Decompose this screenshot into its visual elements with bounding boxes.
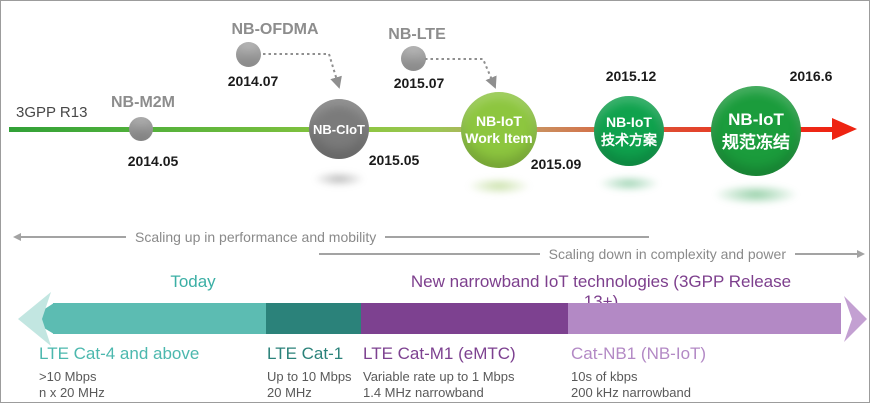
milestone-node-nb-ciot: NB-CIoT [309, 99, 369, 159]
segment-title: LTE Cat-1 [267, 344, 344, 363]
milestone-node-label: 技术方案 [601, 132, 657, 148]
milestone-node-label: NB-IoT [606, 114, 652, 130]
band-segment-lte-catm1 [361, 303, 568, 334]
timeline-line [9, 127, 832, 132]
milestone-date: 2015.09 [530, 156, 582, 172]
milestone-node-label: Work Item [465, 130, 533, 146]
band-left-tip [29, 303, 54, 334]
band-right-chevron-icon [844, 296, 867, 342]
milestone-node-label: NB-IoT [476, 113, 522, 129]
proposal-date: 2014.07 [227, 73, 279, 89]
segment-spec: 20 MHz [267, 385, 312, 400]
milestone-node-label: NB-IoT [728, 110, 784, 129]
milestone-node-label: 规范冻结 [722, 133, 790, 152]
reflection [598, 175, 660, 192]
band-left-chevron-icon [18, 292, 51, 346]
segment-label-cat-nb1: Cat-NB1 (NB-IoT) 10s of kbps 200 kHz nar… [571, 344, 706, 401]
segment-label-lte-catm1: LTE Cat-M1 (eMTC) Variable rate up to 1 … [363, 344, 516, 401]
milestone-label-nb-m2m: NB-M2M [111, 94, 175, 111]
milestone-date: 2015.05 [368, 152, 420, 168]
segment-spec: >10 Mbps [39, 369, 97, 384]
arrow-right-icon [857, 250, 865, 258]
today-heading: Today [170, 272, 216, 291]
milestone-date: 2014.05 [127, 153, 179, 169]
segment-label-lte-cat1: LTE Cat-1 Up to 10 Mbps 20 MHz [267, 344, 352, 401]
milestone-node-nb-iot-work-item: NB-IoT Work Item [461, 92, 537, 168]
scaling-down-arrow: Scaling down in complexity and power [319, 246, 865, 262]
milestone-date: 2016.6 [789, 68, 833, 84]
segment-title: LTE Cat-M1 (eMTC) [363, 344, 516, 363]
scaling-down-label: Scaling down in complexity and power [548, 246, 786, 262]
scaling-up-arrow: Scaling up in performance and mobility [13, 229, 649, 245]
milestone-node-nb-iot-spec-freeze: NB-IoT 规范冻结 [711, 86, 801, 176]
reflection [713, 184, 799, 205]
track-label: 3GPP R13 [16, 104, 88, 121]
timeline-red-arrow-icon [832, 118, 857, 140]
segment-spec: 1.4 MHz narrowband [363, 385, 484, 400]
line [319, 253, 540, 255]
segment-label-lte-cat4: LTE Cat-4 and above >10 Mbps n x 20 MHz [39, 344, 199, 401]
milestone-node-nb-iot-tech-solution: NB-IoT 技术方案 [594, 96, 664, 166]
proposal-label-nb-ofdma: NB-OFDMA [231, 21, 319, 38]
segment-spec: Up to 10 Mbps [267, 369, 352, 384]
line [795, 253, 857, 255]
arrow-left-icon [13, 233, 21, 241]
segment-spec: 10s of kbps [571, 369, 638, 384]
reflection [313, 171, 365, 187]
proposal-date: 2015.07 [393, 75, 445, 91]
proposal-node-nb-lte [401, 46, 426, 71]
segment-title: LTE Cat-4 and above [39, 344, 200, 363]
segment-spec: n x 20 MHz [39, 385, 105, 400]
segment-spec: 200 kHz narrowband [571, 385, 691, 400]
line [21, 236, 126, 238]
proposal-node-nb-ofdma [236, 42, 261, 67]
line [385, 236, 649, 238]
scaling-up-label: Scaling up in performance and mobility [135, 229, 377, 245]
segment-spec: Variable rate up to 1 Mbps [363, 369, 515, 384]
segment-title: Cat-NB1 (NB-IoT) [571, 344, 707, 363]
band-segment-lte-cat4 [53, 303, 266, 334]
milestone-node-label: NB-CIoT [313, 121, 365, 137]
milestone-date: 2015.12 [605, 68, 657, 84]
milestone-node-nb-m2m [129, 117, 153, 141]
reflection [467, 177, 531, 195]
band-segment-cat-nb1 [568, 303, 841, 334]
proposal-label-nb-lte: NB-LTE [388, 26, 446, 43]
band-segment-lte-cat1 [266, 303, 361, 334]
